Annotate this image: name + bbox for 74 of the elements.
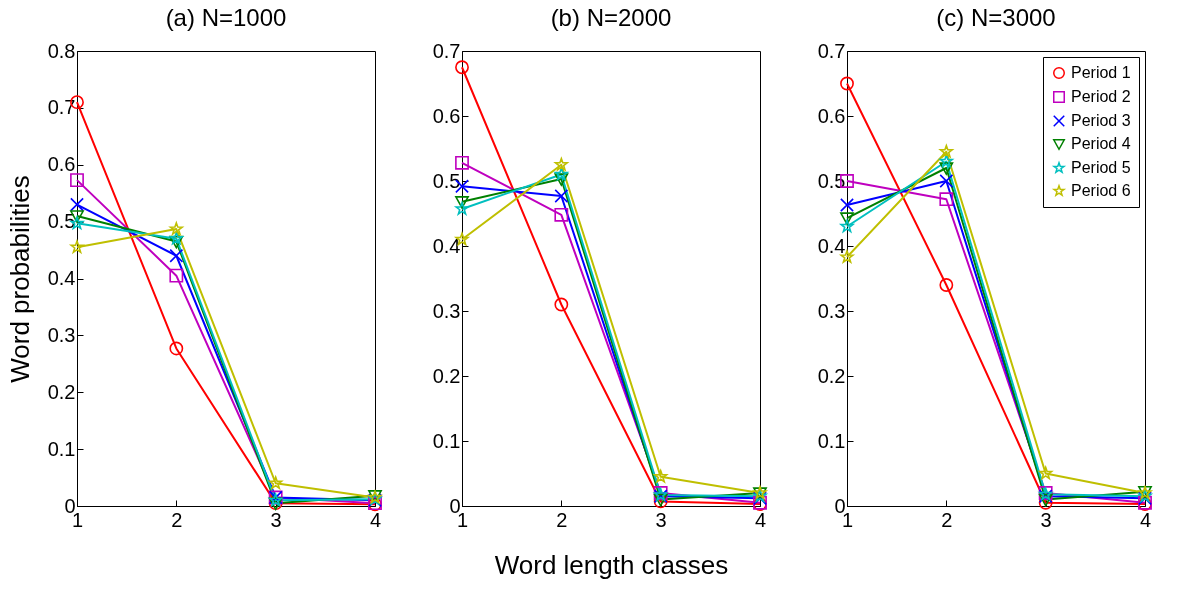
point: [70, 240, 84, 253]
y-tick-label: 0.1: [47, 437, 76, 460]
chart-title: (b) N=2000: [550, 4, 672, 31]
point: [70, 173, 84, 188]
legend-label: Period 4: [1071, 135, 1131, 152]
point: [169, 231, 183, 245]
x-tick-label: 2: [941, 508, 953, 531]
y-tick-label: 0.1: [817, 429, 846, 452]
point: [1039, 466, 1053, 480]
y-tick-label: 0.3: [432, 299, 461, 322]
point: [554, 189, 569, 203]
y-tick-label: 0.4: [47, 267, 76, 289]
legend-label: Period 3: [1071, 112, 1131, 129]
x-tick-label: 4: [754, 508, 767, 531]
legend-label: Period 6: [1071, 182, 1131, 199]
point: [939, 154, 953, 168]
y-tick-label: 0.6: [432, 104, 461, 127]
point: [1138, 491, 1152, 506]
x-tick-label: 4: [369, 508, 382, 531]
point: [939, 144, 953, 158]
legend-label: Period 5: [1071, 159, 1131, 176]
point: [840, 76, 854, 91]
point: [939, 192, 954, 207]
x-tick-label: 3: [270, 508, 282, 531]
y-tick-label: 0.2: [47, 380, 76, 403]
point: [840, 212, 854, 225]
point: [455, 155, 469, 170]
y-tick-label: 0.4: [817, 234, 846, 257]
y-tick-label: 0.1: [432, 429, 461, 452]
y-tick-label: 0.5: [47, 210, 76, 233]
y-tick-label: 0.8: [47, 39, 76, 62]
point: [654, 469, 668, 483]
point: [939, 278, 954, 292]
point: [455, 60, 469, 75]
y-tick-label: 0.3: [47, 323, 76, 346]
point: [554, 167, 568, 181]
legend-label: Period 2: [1071, 88, 1131, 105]
y-tick-label: 0.5: [432, 169, 461, 192]
x-axis-title: Word length classes: [494, 549, 729, 580]
y-tick-label: 0.3: [817, 299, 846, 322]
x-tick-label: 3: [655, 508, 667, 531]
point: [169, 248, 184, 263]
point: [554, 297, 569, 312]
point: [840, 198, 854, 212]
point: [939, 162, 954, 175]
point: [169, 222, 183, 235]
x-tick-label: 3: [1040, 508, 1052, 531]
point: [939, 174, 954, 188]
y-tick-label: 0.2: [432, 364, 461, 387]
y-tick-label: 0.2: [817, 364, 846, 387]
x-tick-label: 2: [171, 508, 183, 531]
point: [554, 207, 569, 222]
point: [169, 235, 184, 249]
y-tick-label: 0.4: [432, 234, 461, 257]
chart-title: (a) N=1000: [165, 4, 287, 31]
y-axis-title: Word probabilities: [4, 175, 35, 383]
y-tick-label: 0.6: [47, 153, 76, 176]
point: [455, 196, 469, 209]
y-tick-label: 0.7: [47, 96, 76, 119]
point: [269, 476, 283, 489]
x-tick-label: 2: [556, 508, 568, 531]
point: [554, 157, 568, 171]
point: [840, 219, 854, 233]
point: [169, 341, 184, 356]
y-tick-label: 0.7: [432, 39, 461, 62]
point: [169, 268, 184, 283]
chart-title: (c) N=3000: [936, 4, 1056, 31]
y-tick-label: 0.7: [817, 39, 846, 62]
point: [554, 173, 569, 186]
y-tick-label: 0.6: [817, 104, 846, 127]
point: [70, 197, 84, 212]
x-tick-label: 4: [1139, 508, 1152, 531]
legend-label: Period 1: [1071, 64, 1131, 81]
point: [455, 202, 469, 215]
